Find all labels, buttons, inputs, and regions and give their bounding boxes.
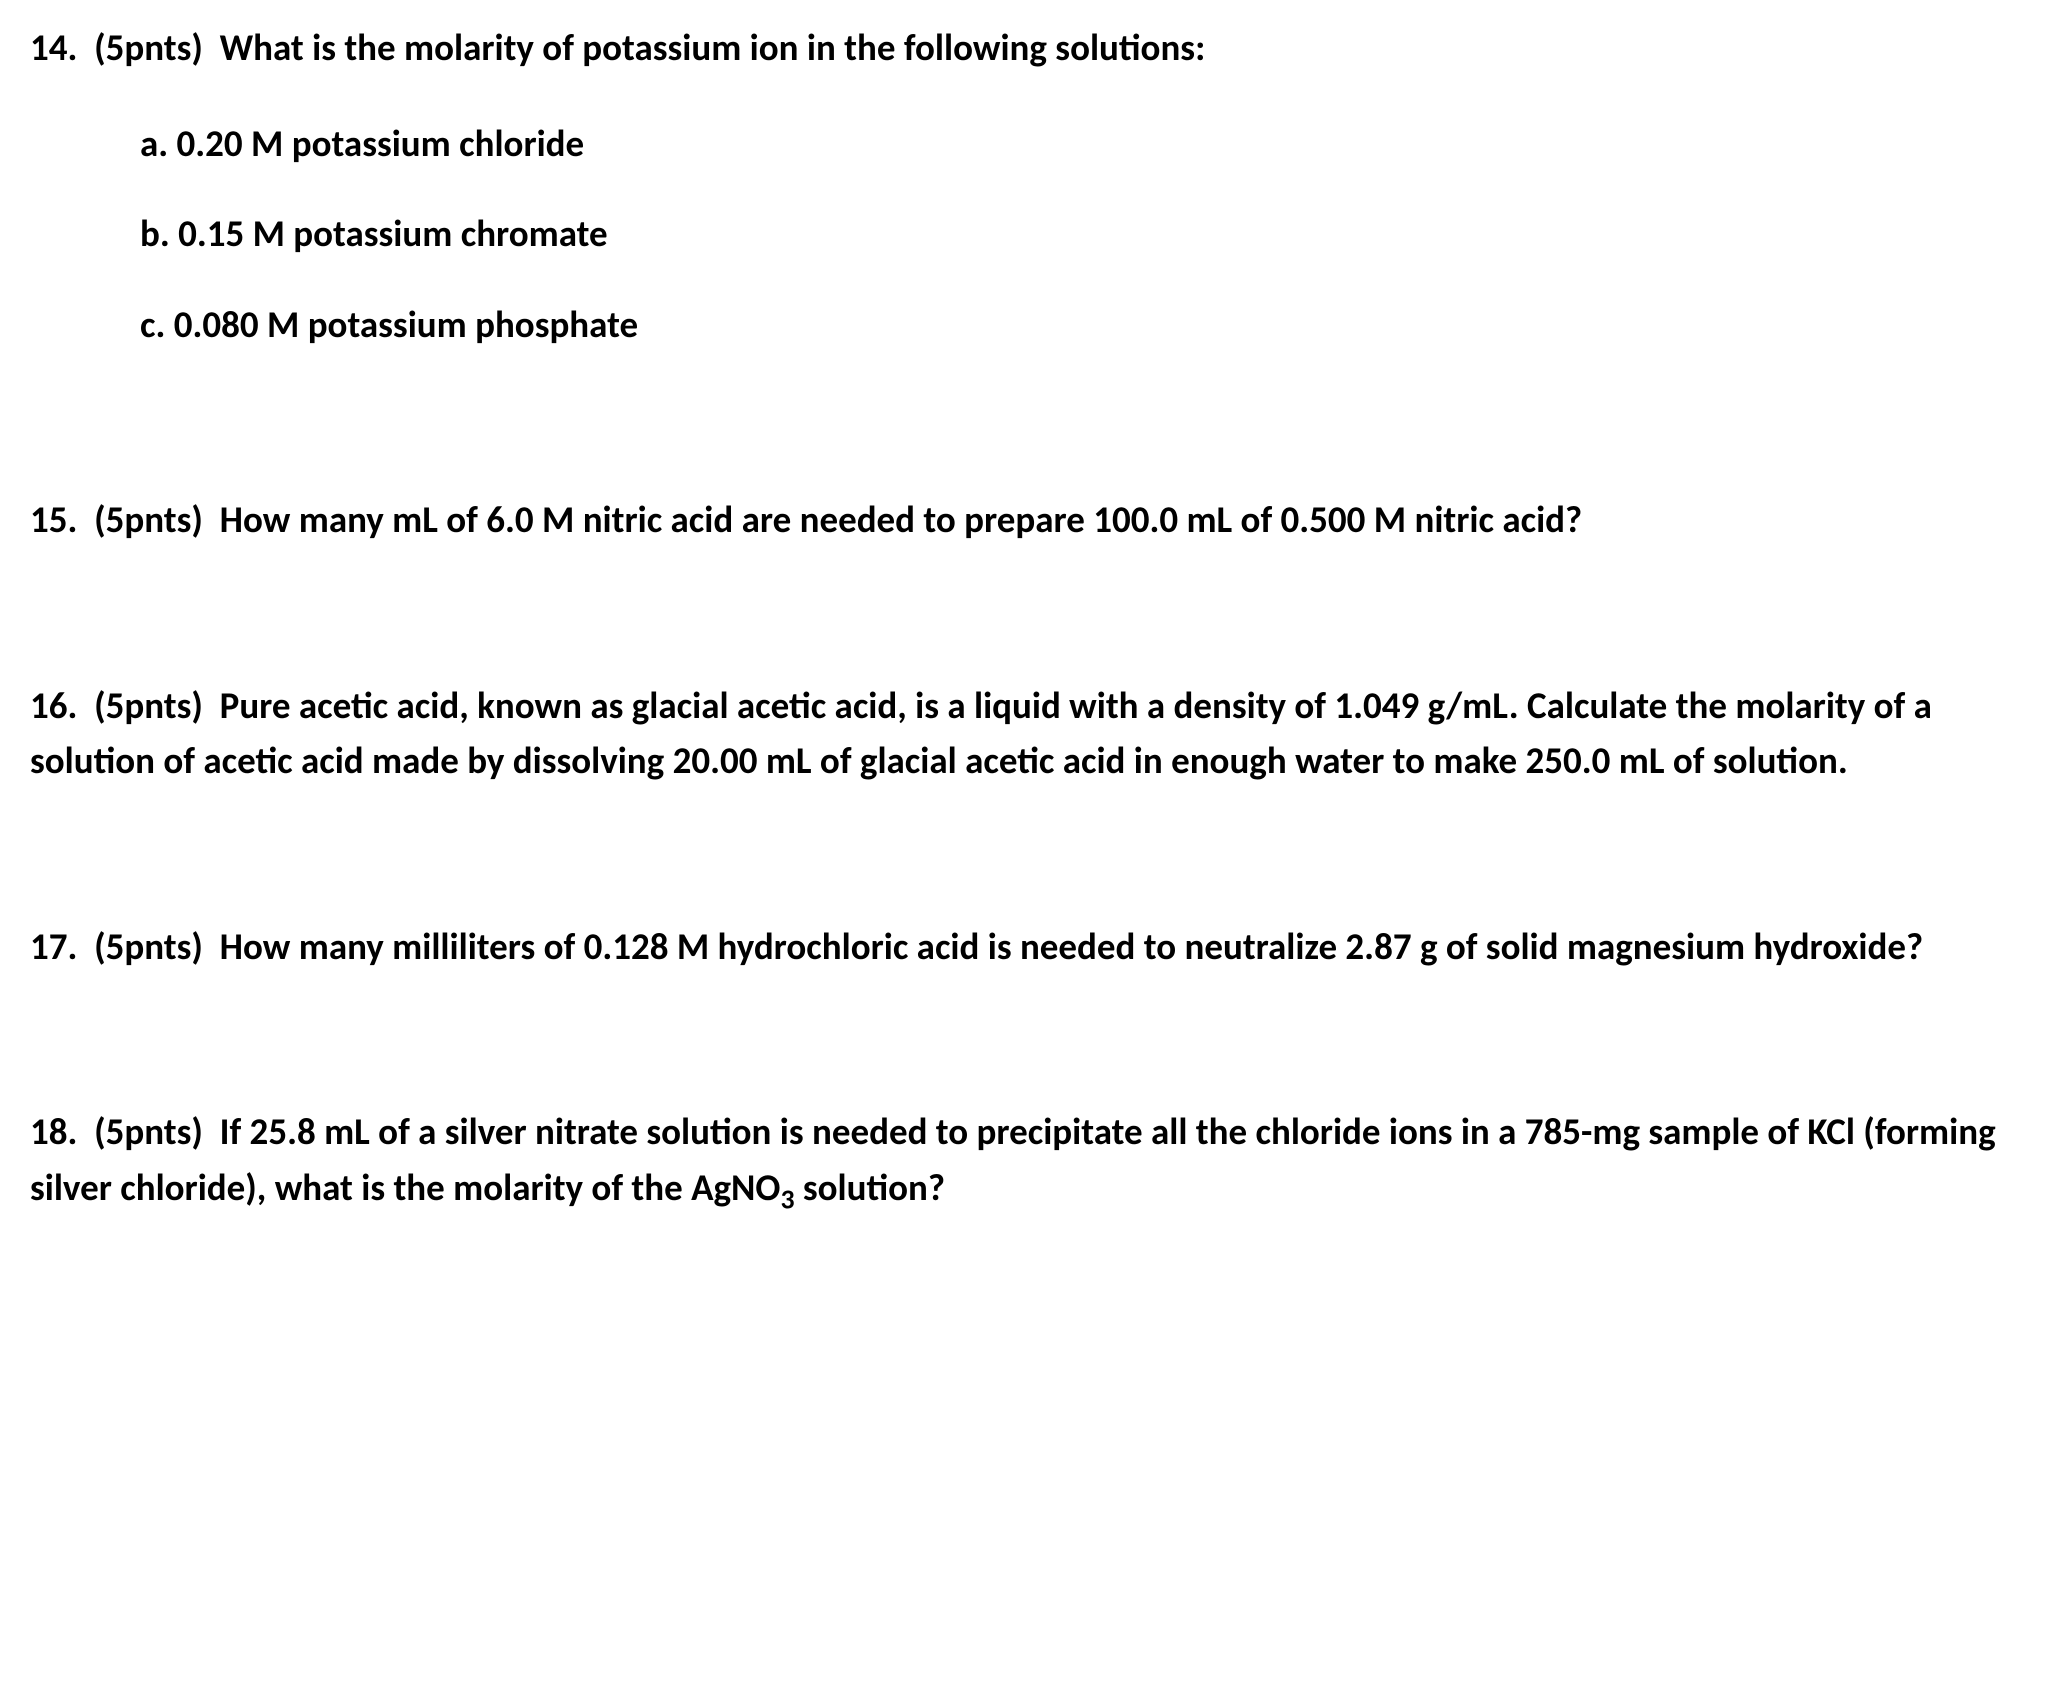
question-number: 15. (30, 497, 77, 542)
question-number: 18. (30, 1109, 77, 1154)
question-prompt: How many milliliters of 0.128 M hydrochl… (220, 924, 1924, 969)
question-18: 18. (5pnts) If 25.8 mL of a silver nitra… (30, 1104, 2016, 1221)
question-17: 17. (5pnts) How many milliliters of 0.12… (30, 919, 2016, 975)
sub-item-b: b. 0.15 M potassium chromate (140, 206, 2016, 262)
question-17-text: 17. (5pnts) How many milliliters of 0.12… (30, 919, 2016, 975)
question-number: 14. (30, 25, 77, 70)
question-14-text: 14. (5pnts) What is the molarity of pota… (30, 20, 2016, 76)
question-prompt: What is the molarity of potassium ion in… (220, 25, 1206, 70)
subscript: 3 (780, 1183, 794, 1216)
question-number: 17. (30, 924, 77, 969)
question-points: (5pnts) (94, 497, 203, 542)
sub-item-a: a. 0.20 M potassium chloride (140, 116, 2016, 172)
question-prompt-after: solution? (795, 1165, 946, 1210)
question-points: (5pnts) (94, 924, 203, 969)
question-prompt-before: If 25.8 mL of a silver nitrate solution … (30, 1109, 1996, 1210)
question-15-text: 15. (5pnts) How many mL of 6.0 M nitric … (30, 492, 2016, 548)
question-15: 15. (5pnts) How many mL of 6.0 M nitric … (30, 492, 2016, 548)
sub-item-c: c. 0.080 M potassium phosphate (140, 297, 2016, 353)
question-points: (5pnts) (94, 683, 203, 728)
question-points: (5pnts) (94, 1109, 203, 1154)
question-16-text: 16. (5pnts) Pure acetic acid, known as g… (30, 678, 2016, 789)
question-16: 16. (5pnts) Pure acetic acid, known as g… (30, 678, 2016, 789)
question-prompt: Pure acetic acid, known as glacial aceti… (30, 683, 1932, 784)
question-prompt: How many mL of 6.0 M nitric acid are nee… (220, 497, 1583, 542)
question-14: 14. (5pnts) What is the molarity of pota… (30, 20, 2016, 352)
question-number: 16. (30, 683, 77, 728)
question-points: (5pnts) (94, 25, 203, 70)
question-18-text: 18. (5pnts) If 25.8 mL of a silver nitra… (30, 1104, 2016, 1221)
question-14-sub-items: a. 0.20 M potassium chloride b. 0.15 M p… (140, 116, 2016, 353)
